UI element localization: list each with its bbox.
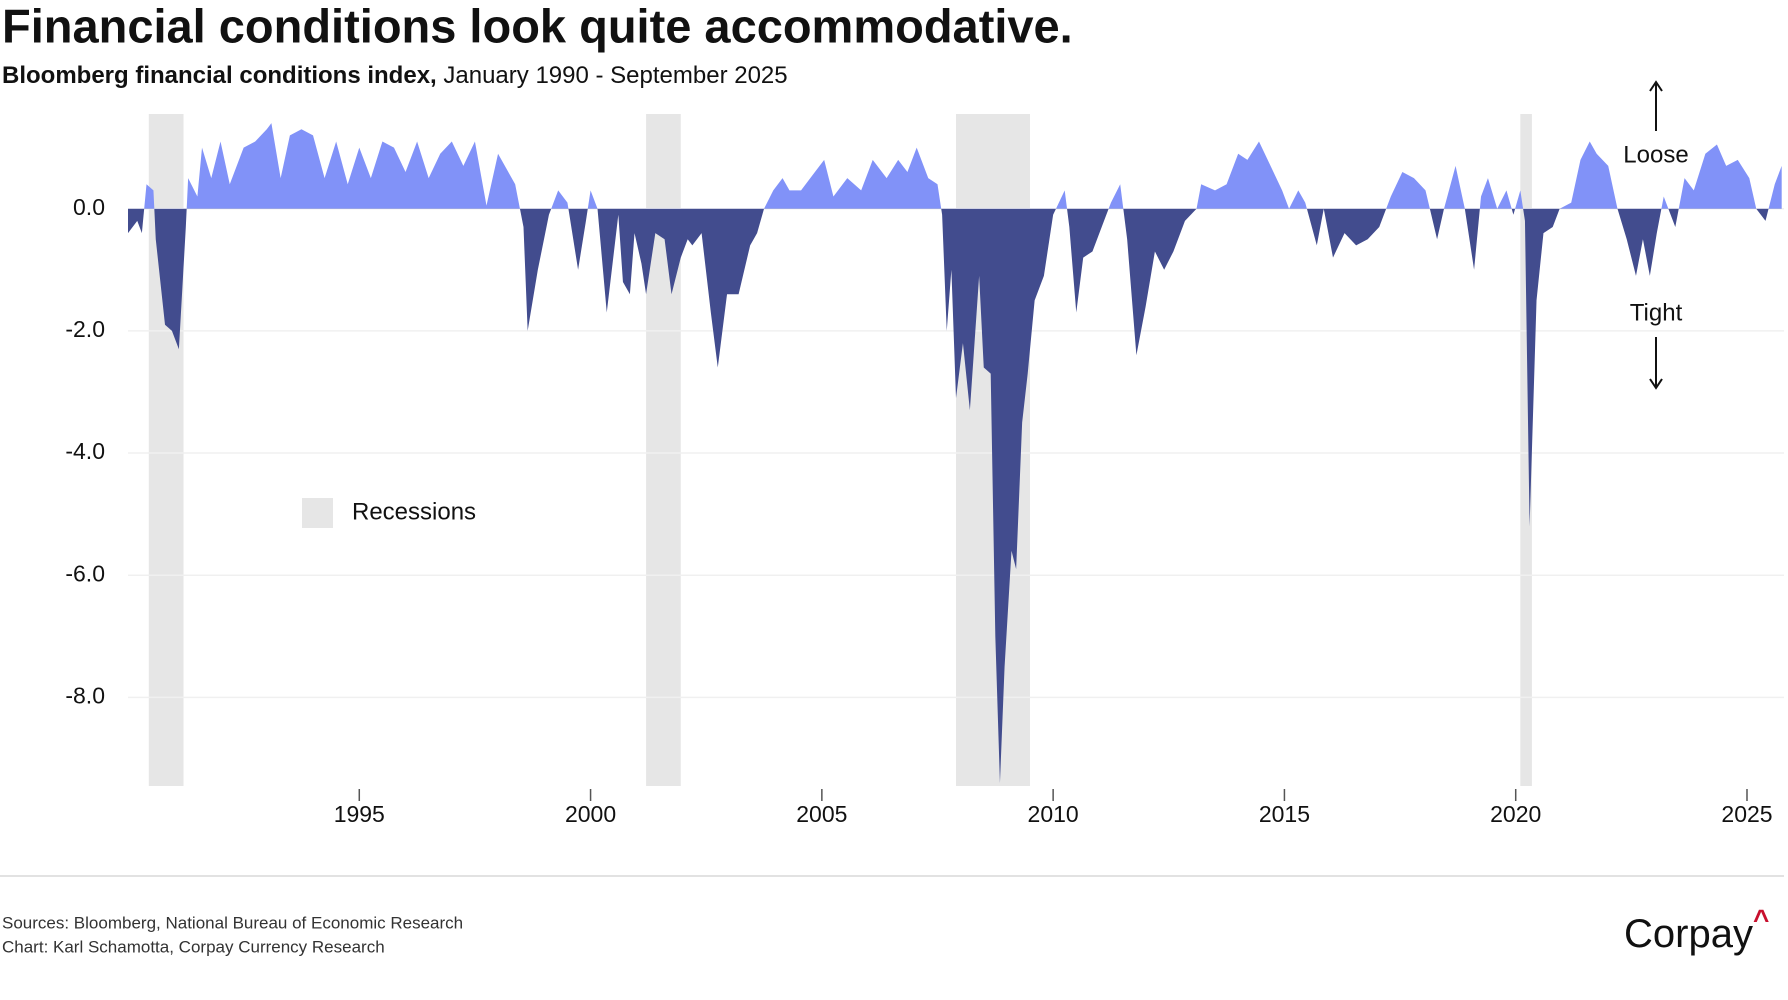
source-line: Sources: Bloomberg, National Bureau of E… <box>2 913 463 932</box>
legend-label: Recessions <box>352 498 476 525</box>
x-tick-label: 2025 <box>1721 801 1772 827</box>
x-tick-label: 2010 <box>1028 801 1079 827</box>
logo: Corpay^ <box>1624 904 1769 955</box>
legend-swatch <box>302 498 333 528</box>
loose-arrow-head <box>1649 80 1663 92</box>
chart-title: Financial conditions look quite accommod… <box>2 0 1073 52</box>
y-tick-label: -2.0 <box>65 316 105 342</box>
y-tick-label: 0.0 <box>73 194 105 220</box>
area-tight <box>128 208 1782 783</box>
logo-text: Corpay <box>1624 912 1753 956</box>
chart-subtitle: Bloomberg financial conditions index, Ja… <box>2 62 788 89</box>
data-layer <box>128 123 1782 783</box>
recession-band <box>1520 114 1532 786</box>
subtitle-bold: Bloomberg financial conditions index, <box>2 62 437 89</box>
x-tick-label: 2005 <box>796 801 847 827</box>
credit-line: Chart: Karl Schamotta, Corpay Currency R… <box>2 937 385 956</box>
y-tick-label: -4.0 <box>65 438 105 464</box>
tight-label: Tight <box>1630 299 1683 326</box>
x-tick-label: 2020 <box>1490 801 1541 827</box>
annotation-layer: Financial conditions look quite accommod… <box>0 0 1784 956</box>
tight-arrow-head <box>1649 378 1663 390</box>
x-tick-label: 2015 <box>1259 801 1310 827</box>
y-tick-label: -6.0 <box>65 560 105 586</box>
area-loose <box>144 123 1782 209</box>
y-tick-label: -8.0 <box>65 682 105 708</box>
logo-mark: ^ <box>1753 904 1769 935</box>
subtitle-text: January 1990 - September 2025 <box>443 62 787 89</box>
x-tick-label: 2000 <box>565 801 616 827</box>
loose-label: Loose <box>1623 141 1688 168</box>
x-tick-label: 1995 <box>334 801 385 827</box>
